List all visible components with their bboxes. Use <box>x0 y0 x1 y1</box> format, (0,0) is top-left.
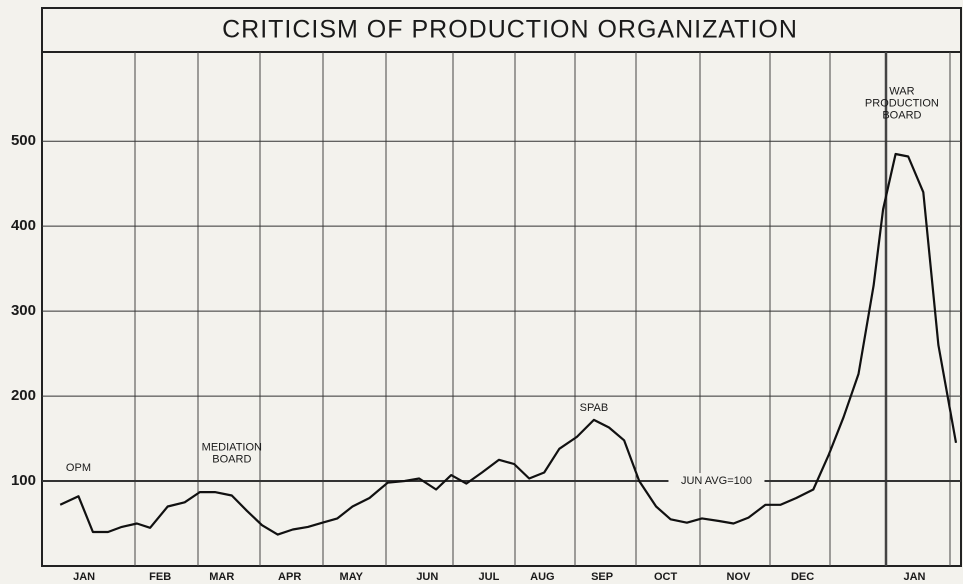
x-tick-label: APR <box>278 571 301 583</box>
x-tick-label: JAN <box>73 571 95 583</box>
x-tick-label: JAN <box>903 571 925 583</box>
frame <box>41 7 962 567</box>
y-tick-label: 500 <box>11 132 36 149</box>
x-tick-label: NOV <box>727 571 752 583</box>
y-tick-label: 100 <box>11 472 36 489</box>
x-tick-label: JUL <box>479 571 500 583</box>
annotation: SPAB <box>580 402 609 414</box>
x-tick-label: JUN <box>416 571 438 583</box>
annotation: BOARD <box>212 454 251 466</box>
y-tick-label: 200 <box>11 387 36 404</box>
annotation: JUN AVG=100 <box>681 475 752 487</box>
x-tick-label: AUG <box>530 571 554 583</box>
series-line <box>59 152 958 536</box>
x-tick-label: SEP <box>591 571 613 583</box>
x-tick-label: MAR <box>209 571 234 583</box>
annotation: MEDIATION <box>202 442 262 454</box>
y-tick-label: 400 <box>11 217 36 234</box>
annotation: WAR <box>889 86 914 98</box>
x-tick-label: MAY <box>340 571 364 583</box>
chart-title: CRITICISM OF PRODUCTION ORGANIZATION <box>222 16 798 44</box>
annotation: OPM <box>66 462 91 474</box>
annotation: BOARD <box>882 110 921 122</box>
annotation-bg <box>668 473 765 490</box>
x-tick-label: DEC <box>791 571 814 583</box>
x-tick-label: FEB <box>149 571 171 583</box>
x-tick-label: OCT <box>654 571 678 583</box>
annotation: PRODUCTION <box>865 98 939 110</box>
y-tick-label: 300 <box>11 302 36 319</box>
vertical-rules <box>134 52 951 566</box>
